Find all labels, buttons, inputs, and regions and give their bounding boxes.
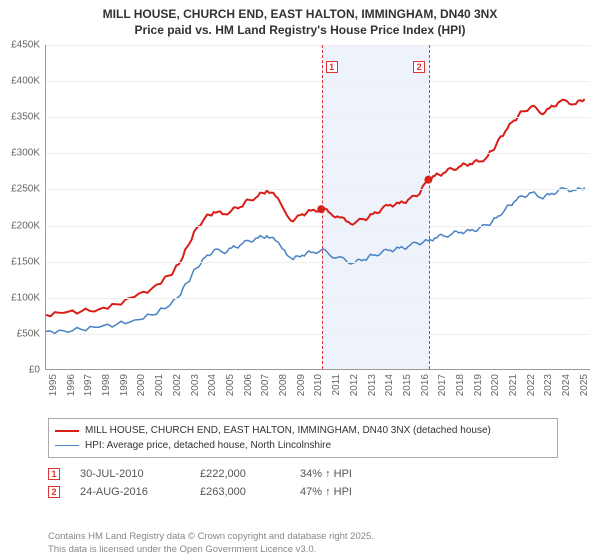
plot-area: 12 xyxy=(45,45,590,370)
sale-row: 1 30-JUL-2010 £222,000 34% ↑ HPI xyxy=(48,468,558,480)
event-line xyxy=(429,45,430,369)
legend-row-hpi: HPI: Average price, detached house, Nort… xyxy=(55,438,551,453)
event-line xyxy=(322,45,323,369)
y-axis-label: £150K xyxy=(0,256,40,267)
y-axis-label: £400K xyxy=(0,76,40,87)
x-axis-label: 2025 xyxy=(579,374,600,404)
y-axis-label: £50K xyxy=(0,328,40,339)
y-axis-label: £450K xyxy=(0,40,40,51)
event-marker-icon: 1 xyxy=(326,61,338,73)
title-line-2: Price paid vs. HM Land Registry's House … xyxy=(8,22,592,38)
series-property xyxy=(46,99,585,316)
chart-container: 12 £0£50K£100K£150K£200K£250K£300K£350K£… xyxy=(0,40,600,410)
y-axis-label: £200K xyxy=(0,220,40,231)
footnote: Contains HM Land Registry data © Crown c… xyxy=(48,531,374,556)
sale-date: 30-JUL-2010 xyxy=(80,468,180,480)
sale-price: £222,000 xyxy=(200,468,280,480)
sale-marker-icon: 1 xyxy=(48,468,60,480)
legend-row-property: MILL HOUSE, CHURCH END, EAST HALTON, IMM… xyxy=(55,423,551,438)
sales-table: 1 30-JUL-2010 £222,000 34% ↑ HPI 2 24-AU… xyxy=(48,468,558,504)
legend-label-property: MILL HOUSE, CHURCH END, EAST HALTON, IMM… xyxy=(85,423,491,438)
chart-title: MILL HOUSE, CHURCH END, EAST HALTON, IMM… xyxy=(0,0,600,40)
y-axis-label: £0 xyxy=(0,365,40,376)
series-hpi xyxy=(46,188,585,334)
footnote-line-1: Contains HM Land Registry data © Crown c… xyxy=(48,531,374,543)
y-axis-label: £300K xyxy=(0,148,40,159)
legend-label-hpi: HPI: Average price, detached house, Nort… xyxy=(85,438,331,453)
y-axis-label: £350K xyxy=(0,112,40,123)
legend-swatch-property xyxy=(55,430,79,432)
legend-swatch-hpi xyxy=(55,445,79,446)
sale-hpi-delta: 47% ↑ HPI xyxy=(300,486,420,498)
sale-marker-icon: 2 xyxy=(48,486,60,498)
event-marker-icon: 2 xyxy=(413,61,425,73)
y-axis-label: £250K xyxy=(0,184,40,195)
title-line-1: MILL HOUSE, CHURCH END, EAST HALTON, IMM… xyxy=(8,6,592,22)
sale-date: 24-AUG-2016 xyxy=(80,486,180,498)
sale-row: 2 24-AUG-2016 £263,000 47% ↑ HPI xyxy=(48,486,558,498)
footnote-line-2: This data is licensed under the Open Gov… xyxy=(48,544,374,556)
sale-hpi-delta: 34% ↑ HPI xyxy=(300,468,420,480)
sale-price: £263,000 xyxy=(200,486,280,498)
y-axis-label: £100K xyxy=(0,292,40,303)
legend: MILL HOUSE, CHURCH END, EAST HALTON, IMM… xyxy=(48,418,558,458)
line-chart-svg xyxy=(46,45,590,369)
